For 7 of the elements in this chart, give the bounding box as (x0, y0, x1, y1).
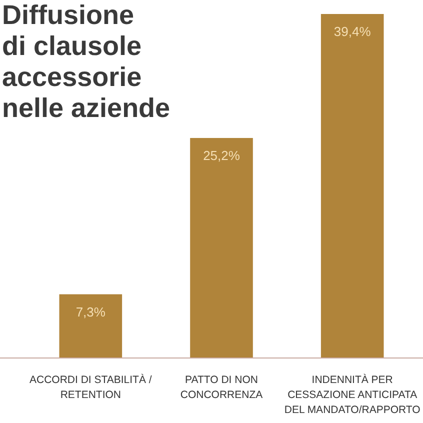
data-label: 39,4% (334, 24, 372, 39)
data-label: 7,3% (76, 304, 106, 320)
x-tick-label: ACCORDI DI STABILITÀ / RETENTION (29, 373, 152, 401)
data-label: 25,2% (203, 148, 240, 163)
x-tick-label: PATTO DI NON CONCORRENZA (180, 374, 263, 401)
text: Diffusione di clausole accessorie nelle aziende (2, 0, 170, 123)
x-tick-label: INDENNITÀ PER CESSAZIONE ANTICIPATA DEL MANDATO/RAPPORTO (284, 373, 420, 416)
